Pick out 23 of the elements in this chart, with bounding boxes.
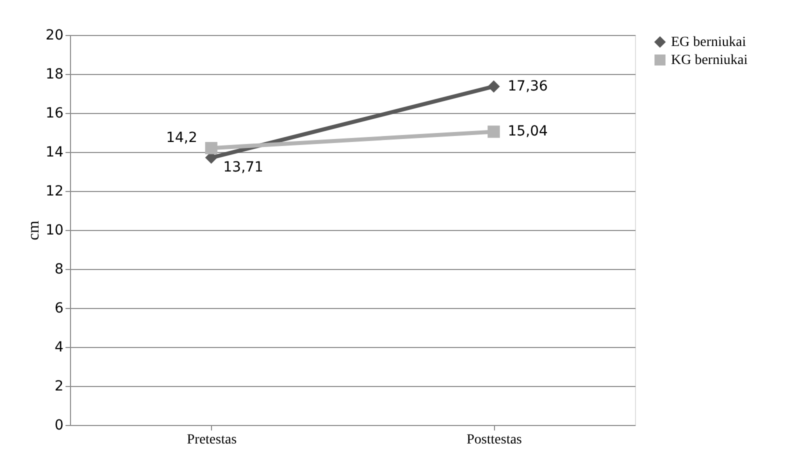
point xyxy=(488,80,500,93)
y-tick-label: 4 xyxy=(54,340,64,356)
y-tick-label: 8 xyxy=(54,262,64,278)
y-tick-label: 12 xyxy=(46,184,64,200)
y-tick-label: 16 xyxy=(46,106,64,122)
data-label: 17,36 xyxy=(508,78,548,94)
y-tick-label: 6 xyxy=(54,300,64,316)
y-axis-title: cm xyxy=(26,220,43,240)
data-label: 14,2 xyxy=(166,130,198,146)
data-label: 13,71 xyxy=(223,160,264,176)
point xyxy=(488,126,500,138)
y-tick-label: 20 xyxy=(46,28,64,44)
legend-label: KG berniukai xyxy=(671,53,748,68)
point xyxy=(205,142,218,154)
y-tick-label: 10 xyxy=(46,222,64,238)
x-tick-label: Pretestas xyxy=(186,432,237,448)
y-tick-label: 0 xyxy=(54,418,64,434)
y-tick-label: 14 xyxy=(46,144,64,160)
y-tick-label: 2 xyxy=(54,378,64,394)
x-tick-label: Posttestas xyxy=(466,432,522,448)
y-tick-label: 18 xyxy=(46,66,64,82)
legend-label: EG berniukai xyxy=(671,35,746,50)
data-label: 15,04 xyxy=(508,124,548,140)
